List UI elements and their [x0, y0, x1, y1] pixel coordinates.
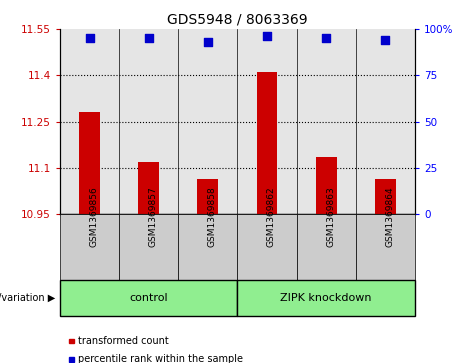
Bar: [119, 29, 178, 214]
Text: GSM1369857: GSM1369857: [148, 186, 158, 247]
Bar: [237, 29, 296, 214]
Bar: [257, 72, 278, 214]
Text: ZIPK knockdown: ZIPK knockdown: [280, 293, 372, 303]
Bar: [375, 179, 396, 214]
Bar: [316, 157, 337, 214]
Text: GSM1369863: GSM1369863: [326, 186, 335, 247]
Point: [86, 35, 93, 41]
Text: control: control: [130, 293, 168, 303]
Point: [382, 37, 389, 43]
Bar: [296, 29, 356, 214]
Bar: [197, 179, 218, 214]
Bar: [138, 162, 159, 214]
Text: transformed count: transformed count: [78, 336, 169, 346]
Point: [263, 33, 271, 39]
Bar: [79, 113, 100, 214]
Text: genotype/variation ▶: genotype/variation ▶: [0, 293, 55, 303]
Point: [204, 39, 212, 45]
Bar: [356, 29, 415, 214]
Text: GSM1369858: GSM1369858: [208, 186, 217, 247]
Title: GDS5948 / 8063369: GDS5948 / 8063369: [167, 12, 308, 26]
Point: [322, 35, 330, 41]
Text: GSM1369862: GSM1369862: [267, 186, 276, 247]
Text: GSM1369864: GSM1369864: [385, 186, 394, 247]
Text: GSM1369856: GSM1369856: [89, 186, 99, 247]
Text: percentile rank within the sample: percentile rank within the sample: [78, 354, 243, 363]
Point: [145, 35, 152, 41]
Bar: [60, 29, 119, 214]
Bar: [178, 29, 237, 214]
